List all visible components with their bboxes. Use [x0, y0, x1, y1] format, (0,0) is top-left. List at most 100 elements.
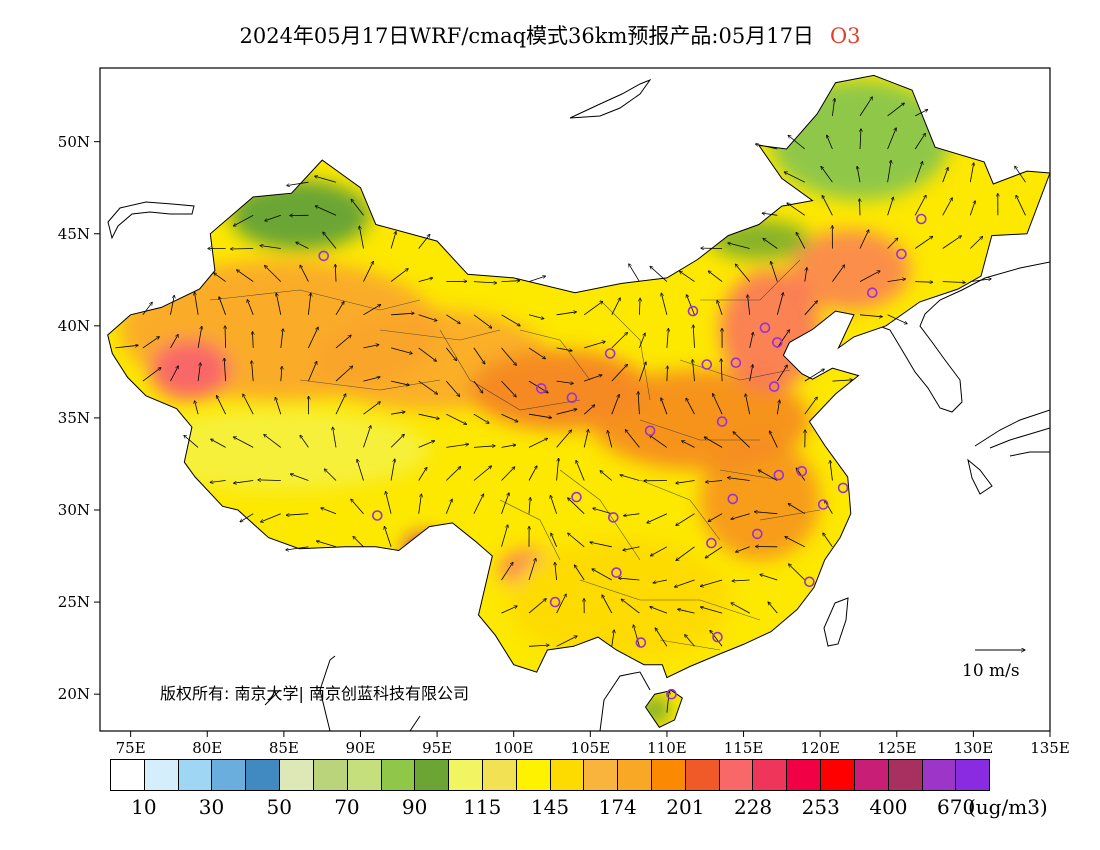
- wind-arrow: [787, 203, 806, 216]
- korea-coast: [867, 261, 1050, 413]
- colorbar-label: 145: [530, 795, 570, 819]
- lon-tick-label: 105E: [570, 739, 611, 757]
- lat-tick-label: 30N: [57, 501, 90, 519]
- wind-arrow: [315, 176, 337, 183]
- colorbar-segment: [618, 760, 652, 790]
- wind-arrow: [555, 562, 557, 581]
- wind-arrow: [693, 325, 694, 348]
- wind-arrow: [324, 469, 337, 481]
- station-marker: [771, 337, 783, 348]
- wind-arrow: [195, 401, 199, 415]
- colorbar-segment: [854, 760, 889, 790]
- wind-arrow: [593, 508, 612, 515]
- colorbar-segment: [652, 760, 686, 790]
- wind-arrow: [290, 474, 309, 481]
- wind-arrow: [608, 431, 613, 448]
- wind-arrow: [638, 392, 639, 415]
- wind-arrow: [446, 314, 460, 324]
- wind-arrow: [351, 199, 364, 216]
- wind-arrow: [590, 542, 612, 548]
- wind-arrow: [363, 377, 381, 382]
- wind-arrow: [258, 480, 281, 481]
- colorbar-segment: [246, 760, 281, 790]
- station-marker: [773, 469, 785, 481]
- wind-arrow: [583, 430, 588, 448]
- species-label: O3: [829, 24, 861, 48]
- wind-arrow: [390, 347, 412, 354]
- wind-arrow: [733, 432, 750, 448]
- colorbar-label: 10: [131, 795, 157, 819]
- colorbar-segment: [516, 760, 551, 790]
- wind-arrow: [735, 264, 751, 282]
- colorbar-segment: [347, 760, 382, 790]
- wind-arrow: [768, 602, 778, 614]
- foreign-coastlines: [107, 78, 1050, 731]
- wind-arrow: [576, 460, 585, 481]
- taiwan-coast: [823, 597, 849, 647]
- wind-arrow: [859, 97, 872, 117]
- wind-arrow: [225, 326, 226, 348]
- wind-arrow: [667, 328, 669, 348]
- wind-arrow: [261, 513, 281, 522]
- wind-arrow: [860, 199, 861, 216]
- wind-arrow: [418, 234, 430, 249]
- wind-arrow: [804, 397, 818, 415]
- wind-arrow: [804, 369, 825, 382]
- wind-arrow: [568, 498, 585, 514]
- station-marker: [571, 491, 582, 503]
- lon-tick-label: 135E: [1030, 739, 1070, 757]
- lon-tick-label: 95E: [422, 739, 453, 757]
- wind-arrow: [315, 206, 337, 216]
- wind-arrow: [584, 342, 605, 349]
- wind-arrow: [142, 368, 161, 382]
- wind-arrow: [473, 282, 497, 283]
- wind-arrow: [528, 314, 544, 319]
- wind-arrow: [197, 326, 202, 348]
- wind-arrow: [942, 167, 949, 183]
- wind-arrow: [731, 513, 750, 520]
- wind-arrow: [445, 499, 452, 514]
- wind-arrow: [650, 546, 668, 556]
- wind-arrow: [418, 278, 433, 282]
- wind-arrow: [501, 347, 517, 366]
- wind-arrow: [528, 413, 552, 418]
- wind-arrow: [776, 293, 783, 315]
- wind-arrow: [142, 302, 152, 316]
- wind-arrow: [749, 332, 754, 348]
- wind-arrow: [265, 214, 281, 221]
- wind-arrow: [308, 327, 318, 349]
- wind-arrow: [390, 434, 404, 448]
- station-marker: [730, 357, 742, 369]
- wind-arrow: [969, 163, 974, 183]
- wind-arrow: [363, 305, 381, 316]
- wind-arrow: [830, 460, 833, 481]
- wind-arrow: [170, 366, 179, 382]
- wind-arrow: [859, 230, 869, 249]
- colorbar-segment: [753, 760, 788, 790]
- wind-arrow: [624, 513, 640, 516]
- wind-arrow: [1015, 166, 1026, 183]
- wind-arrow: [308, 293, 310, 315]
- lat-tick-label: 25N: [57, 593, 90, 612]
- wind-arrow: [230, 249, 254, 250]
- wind-arrow: [418, 494, 422, 514]
- colorbar-label: 201: [666, 795, 705, 819]
- colorbar: [110, 759, 990, 791]
- colorbar-segment: [178, 760, 213, 790]
- wind-arrow: [556, 430, 572, 448]
- wind-arrow: [713, 394, 723, 415]
- wind-arrow: [887, 238, 898, 249]
- wind-arrow: [682, 441, 695, 448]
- station-marker: [635, 637, 647, 648]
- wind-arrow: [680, 271, 695, 282]
- wind-arrow: [824, 500, 833, 514]
- colorbar-segment: [888, 760, 923, 790]
- wind-arrow: [887, 160, 892, 183]
- wind-arrow: [280, 329, 283, 348]
- wind-arrow: [529, 498, 530, 514]
- wind-arrow: [528, 558, 536, 581]
- wind-arrow: [706, 481, 723, 483]
- wind-arrow: [276, 293, 282, 315]
- station-marker: [837, 482, 849, 494]
- wind-arrow: [528, 438, 548, 448]
